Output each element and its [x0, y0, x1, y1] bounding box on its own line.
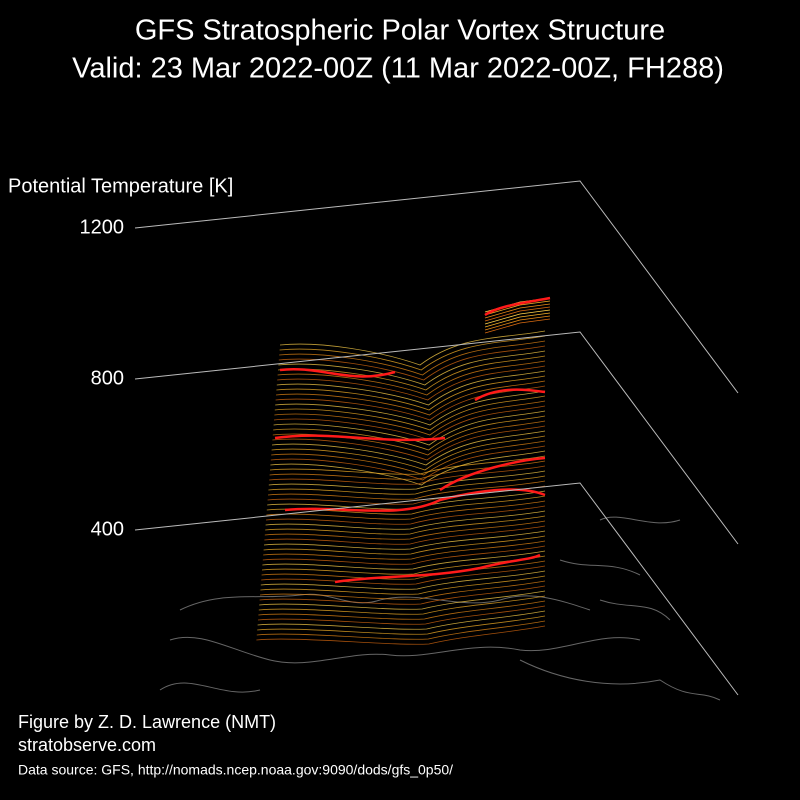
vortex-layer — [263, 530, 546, 550]
contour-highlight — [274, 434, 446, 442]
vortex-layer — [269, 455, 546, 475]
vortex-layer — [279, 335, 546, 371]
grid-line — [134, 180, 739, 394]
vortex-layer — [271, 430, 546, 466]
vortex-top-layer — [484, 315, 551, 331]
vortex-layer — [257, 605, 546, 625]
vortex-layer — [277, 355, 546, 391]
vortex-layer — [259, 585, 546, 605]
data-source: Data source: GFS, http://nomads.ncep.noa… — [18, 762, 453, 778]
vortex-layer — [264, 520, 546, 540]
z-tick-label: 400 — [91, 518, 124, 540]
vortex-layer — [277, 365, 546, 401]
vortex-layer — [275, 380, 546, 416]
vortex-layer — [276, 370, 546, 406]
contour-highlight — [334, 553, 541, 584]
grid-line — [134, 331, 739, 545]
vortex-top-layer — [484, 306, 551, 322]
vortex-layer — [259, 580, 546, 600]
chart-title: GFS Stratospheric Polar Vortex Structure — [135, 15, 665, 47]
vortex-top-layer — [484, 303, 551, 319]
z-tick-label: 800 — [91, 367, 124, 389]
vortex-layer — [273, 415, 546, 451]
vortex-layer — [274, 400, 546, 436]
vortex-layer — [260, 575, 546, 595]
coastline — [179, 593, 591, 611]
vortex-layer — [274, 395, 546, 431]
vortex-layer — [262, 550, 546, 570]
contour-highlight — [439, 388, 546, 492]
chart-subtitle: Valid: 23 Mar 2022-00Z (11 Mar 2022-00Z,… — [72, 53, 724, 85]
vortex-top-layer — [484, 312, 551, 328]
vortex-top-layer — [484, 318, 551, 334]
vortex-layer — [265, 510, 546, 530]
credit: Figure by Z. D. Lawrence (NMT) — [18, 712, 276, 732]
vortex-layer — [270, 450, 546, 486]
vortex-layer — [257, 615, 546, 635]
vortex-layer — [259, 590, 546, 610]
vortex-layer — [263, 540, 546, 560]
z-tick-label: 1200 — [80, 216, 125, 238]
coastline — [519, 599, 721, 701]
z-axis-label: Potential Temperature [K] — [8, 175, 233, 197]
vortex-layer — [279, 330, 546, 366]
vortex-layer — [269, 460, 546, 480]
vortex-layer — [275, 385, 546, 421]
vortex-layer — [261, 565, 546, 585]
vortex-layer — [261, 555, 546, 575]
vortex-layer — [258, 595, 546, 615]
contour-highlight — [279, 367, 396, 378]
vortex-top-layer — [484, 300, 551, 316]
vortex-layer — [264, 525, 546, 545]
vortex-layer — [260, 570, 546, 590]
vortex-layer — [261, 560, 546, 580]
vortex-layer — [269, 465, 546, 485]
vortex-layer — [262, 545, 546, 565]
vortex-layer — [275, 390, 546, 426]
vortex-layer — [273, 410, 546, 446]
vortex-layer — [257, 610, 546, 630]
vortex-layer — [278, 350, 546, 386]
vortex-layer — [267, 480, 546, 500]
website: stratobserve.com — [18, 735, 156, 755]
coastline — [169, 636, 641, 664]
vortex-layer — [256, 620, 546, 640]
vortex-layer — [277, 360, 546, 396]
vortex-layer — [272, 425, 546, 461]
vortex-layer — [265, 505, 546, 525]
vortex-layer — [258, 600, 546, 620]
vortex-layer — [256, 625, 546, 645]
vortex-layer — [263, 535, 546, 555]
vortex-layer — [268, 475, 546, 495]
vortex-layer — [266, 500, 546, 520]
vortex-top-layer — [484, 309, 551, 325]
vortex-layer — [265, 515, 546, 535]
grid-line — [134, 482, 739, 696]
vortex-layer — [270, 445, 546, 481]
vortex-layer — [271, 435, 546, 471]
vortex-layer — [271, 440, 546, 476]
vortex-layer — [268, 470, 546, 490]
vortex-layer — [279, 340, 546, 376]
vortex-layer — [276, 375, 546, 411]
contour-highlight — [484, 296, 551, 317]
